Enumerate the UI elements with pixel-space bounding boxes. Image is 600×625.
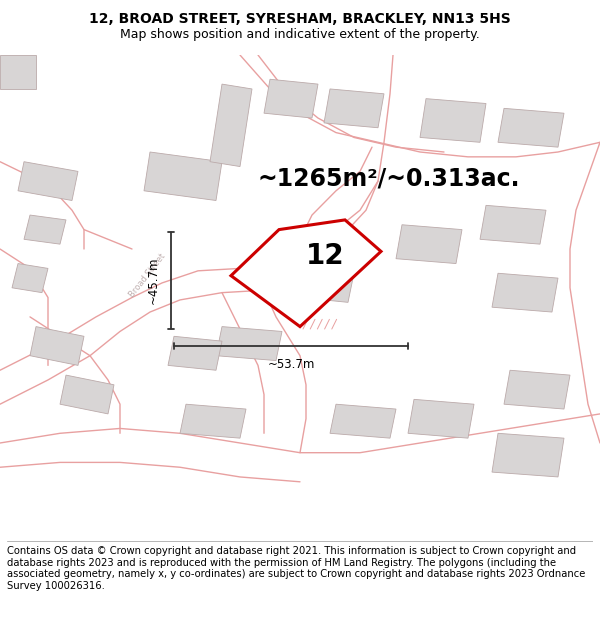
Polygon shape xyxy=(264,79,318,118)
Polygon shape xyxy=(480,206,546,244)
Text: ~53.7m: ~53.7m xyxy=(268,358,314,371)
Polygon shape xyxy=(408,399,474,438)
Polygon shape xyxy=(324,89,384,127)
Text: Broad Street: Broad Street xyxy=(127,252,167,299)
Polygon shape xyxy=(144,152,222,201)
Polygon shape xyxy=(180,404,246,438)
Text: ~1265m²/~0.313ac.: ~1265m²/~0.313ac. xyxy=(258,167,521,191)
Text: Map shows position and indicative extent of the property.: Map shows position and indicative extent… xyxy=(120,28,480,41)
Polygon shape xyxy=(168,336,222,370)
Polygon shape xyxy=(18,162,78,201)
Polygon shape xyxy=(30,327,84,366)
Polygon shape xyxy=(12,264,48,292)
Polygon shape xyxy=(498,108,564,147)
Polygon shape xyxy=(0,55,36,89)
Polygon shape xyxy=(492,433,564,477)
Polygon shape xyxy=(300,268,354,302)
Polygon shape xyxy=(504,370,570,409)
Polygon shape xyxy=(210,84,252,166)
Polygon shape xyxy=(24,215,66,244)
Text: 12, BROAD STREET, SYRESHAM, BRACKLEY, NN13 5HS: 12, BROAD STREET, SYRESHAM, BRACKLEY, NN… xyxy=(89,12,511,26)
Text: ~45.7m: ~45.7m xyxy=(147,257,160,304)
Polygon shape xyxy=(396,225,462,264)
Text: Contains OS data © Crown copyright and database right 2021. This information is : Contains OS data © Crown copyright and d… xyxy=(7,546,586,591)
Polygon shape xyxy=(60,375,114,414)
Polygon shape xyxy=(492,273,558,312)
Polygon shape xyxy=(231,220,381,327)
Text: 12: 12 xyxy=(306,242,344,270)
Polygon shape xyxy=(216,327,282,361)
Polygon shape xyxy=(330,404,396,438)
Polygon shape xyxy=(420,99,486,142)
